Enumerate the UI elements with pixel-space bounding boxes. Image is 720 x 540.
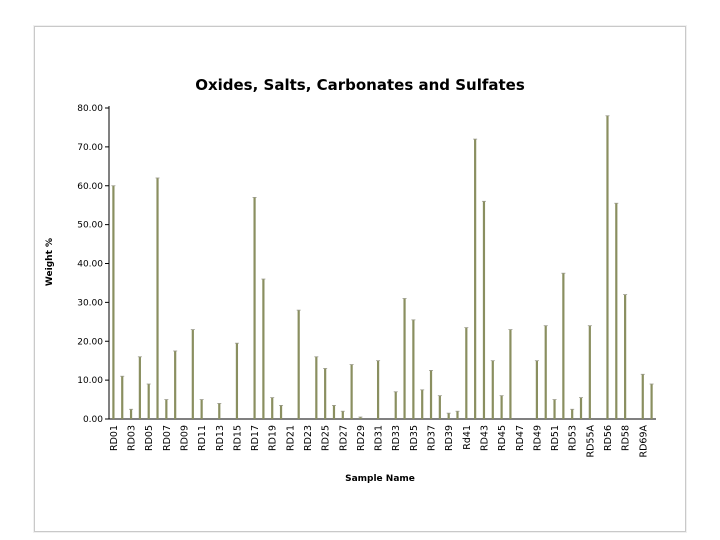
bar-rd07 xyxy=(165,399,168,419)
bar-rd69b xyxy=(650,384,653,419)
x-tick-label-rd56: RD56 xyxy=(603,425,614,451)
x-tick-label-rd33: RD33 xyxy=(391,425,402,451)
bar-rd17 xyxy=(253,197,256,419)
bar-rd08 xyxy=(174,350,177,419)
bar-rd01 xyxy=(112,185,115,419)
bar-rd56 xyxy=(606,115,609,420)
chart-title: Oxides, Salts, Carbonates and Sulfates xyxy=(195,76,525,94)
x-tick-label-rd07: RD07 xyxy=(162,425,173,451)
x-tick-label-rd37: RD37 xyxy=(427,425,438,451)
chart-frame xyxy=(34,26,686,532)
bar-rd53 xyxy=(571,409,574,419)
bar-rd28 xyxy=(350,364,353,419)
x-tick-label-rd39: RD39 xyxy=(444,425,455,451)
x-tick-label-rd01: RD01 xyxy=(109,425,120,451)
bar-rd42 xyxy=(474,139,477,419)
bar-rd51 xyxy=(553,399,556,419)
x-tick-label-rd31: RD31 xyxy=(374,425,385,451)
y-tick-label: 60.00 xyxy=(77,182,103,192)
x-tick-label-rd17: RD17 xyxy=(250,425,261,451)
x-tick-label-rd23: RD23 xyxy=(303,425,314,451)
y-tick-label: 30.00 xyxy=(77,298,103,308)
bar-rd03 xyxy=(129,409,133,419)
bar-rd46 xyxy=(509,329,512,419)
bar-rd44 xyxy=(491,360,494,419)
bar-rd35 xyxy=(412,319,415,419)
x-tick-label-rd58: RD58 xyxy=(621,425,632,451)
bar-rd58 xyxy=(624,294,627,419)
bar-rd11 xyxy=(200,399,203,419)
y-tick-label: 0.00 xyxy=(83,415,103,425)
bar-rd15 xyxy=(235,343,239,419)
x-tick-label-rd45: RD45 xyxy=(497,425,508,451)
bar-rd19 xyxy=(271,397,274,419)
x-tick-label-rd69a: RD69A xyxy=(638,425,649,458)
bar-rd24 xyxy=(315,356,318,419)
y-tick-label: 70.00 xyxy=(77,143,103,153)
bar-rd02 xyxy=(121,376,124,419)
y-tick-label: 50.00 xyxy=(77,221,103,231)
bar-rd40 xyxy=(456,411,459,419)
bar-rd37 xyxy=(429,370,433,419)
bar-rd10 xyxy=(191,329,194,419)
x-tick-label-rd13: RD13 xyxy=(215,425,226,451)
bar-rd05 xyxy=(147,384,150,419)
bar-rd29 xyxy=(359,417,362,419)
bar-rd41 xyxy=(465,327,468,419)
x-tick-label-rd25: RD25 xyxy=(321,425,332,451)
bar-rd13 xyxy=(218,403,221,419)
bar-rd33 xyxy=(394,391,397,419)
x-tick-label-rd15: RD15 xyxy=(232,425,243,451)
bar-rd20 xyxy=(279,405,283,419)
x-tick-label-rd11: RD11 xyxy=(197,425,208,451)
bar-rd69a xyxy=(641,374,644,419)
x-tick-label-rd41: Rd41 xyxy=(462,425,473,450)
bar-rd55a xyxy=(588,325,591,419)
bar-rd26 xyxy=(332,405,336,419)
bar-rd39 xyxy=(447,413,450,419)
x-tick-label-rd49: RD49 xyxy=(532,425,543,451)
bar-rd45 xyxy=(500,395,503,419)
x-tick-label-rd55a: RD55A xyxy=(585,425,596,458)
bar-rd04 xyxy=(138,356,141,419)
x-tick-label-rd19: RD19 xyxy=(268,425,279,451)
bar-rd06 xyxy=(156,177,159,419)
bar-rd50 xyxy=(544,325,547,419)
x-tick-label-rd27: RD27 xyxy=(338,425,349,451)
x-tick-label-rd47: RD47 xyxy=(515,425,526,451)
x-tick-label-rd05: RD05 xyxy=(144,425,155,451)
x-axis-label: Sample Name xyxy=(345,474,415,484)
bar-rd57 xyxy=(615,203,618,419)
bar-rd43 xyxy=(482,201,486,419)
bar-rd18 xyxy=(262,279,265,419)
bar-rd36 xyxy=(421,389,424,419)
bar-rd22 xyxy=(297,310,300,419)
y-tick-label: 80.00 xyxy=(77,104,103,114)
bar-rd34 xyxy=(403,298,406,419)
bar-rd49 xyxy=(535,360,538,419)
bar-rd25 xyxy=(324,368,327,419)
x-tick-label-rd51: RD51 xyxy=(550,425,561,451)
x-tick-label-rd03: RD03 xyxy=(127,425,138,451)
x-tick-label-rd21: RD21 xyxy=(285,425,296,451)
x-tick-label-rd09: RD09 xyxy=(179,425,190,451)
x-tick-label-rd35: RD35 xyxy=(409,425,420,451)
x-tick-label-rd43: RD43 xyxy=(479,425,490,451)
x-tick-label-rd29: RD29 xyxy=(356,425,367,451)
x-tick-label-rd53: RD53 xyxy=(568,425,579,451)
bar-rd54 xyxy=(579,397,583,419)
bar-rd31 xyxy=(376,360,380,419)
bar-rd38 xyxy=(438,395,441,419)
bar-rd27 xyxy=(341,411,344,419)
y-tick-label: 20.00 xyxy=(77,337,103,347)
bar-rd52 xyxy=(562,273,565,419)
y-tick-label: 10.00 xyxy=(77,376,103,386)
y-tick-label: 40.00 xyxy=(77,260,103,270)
